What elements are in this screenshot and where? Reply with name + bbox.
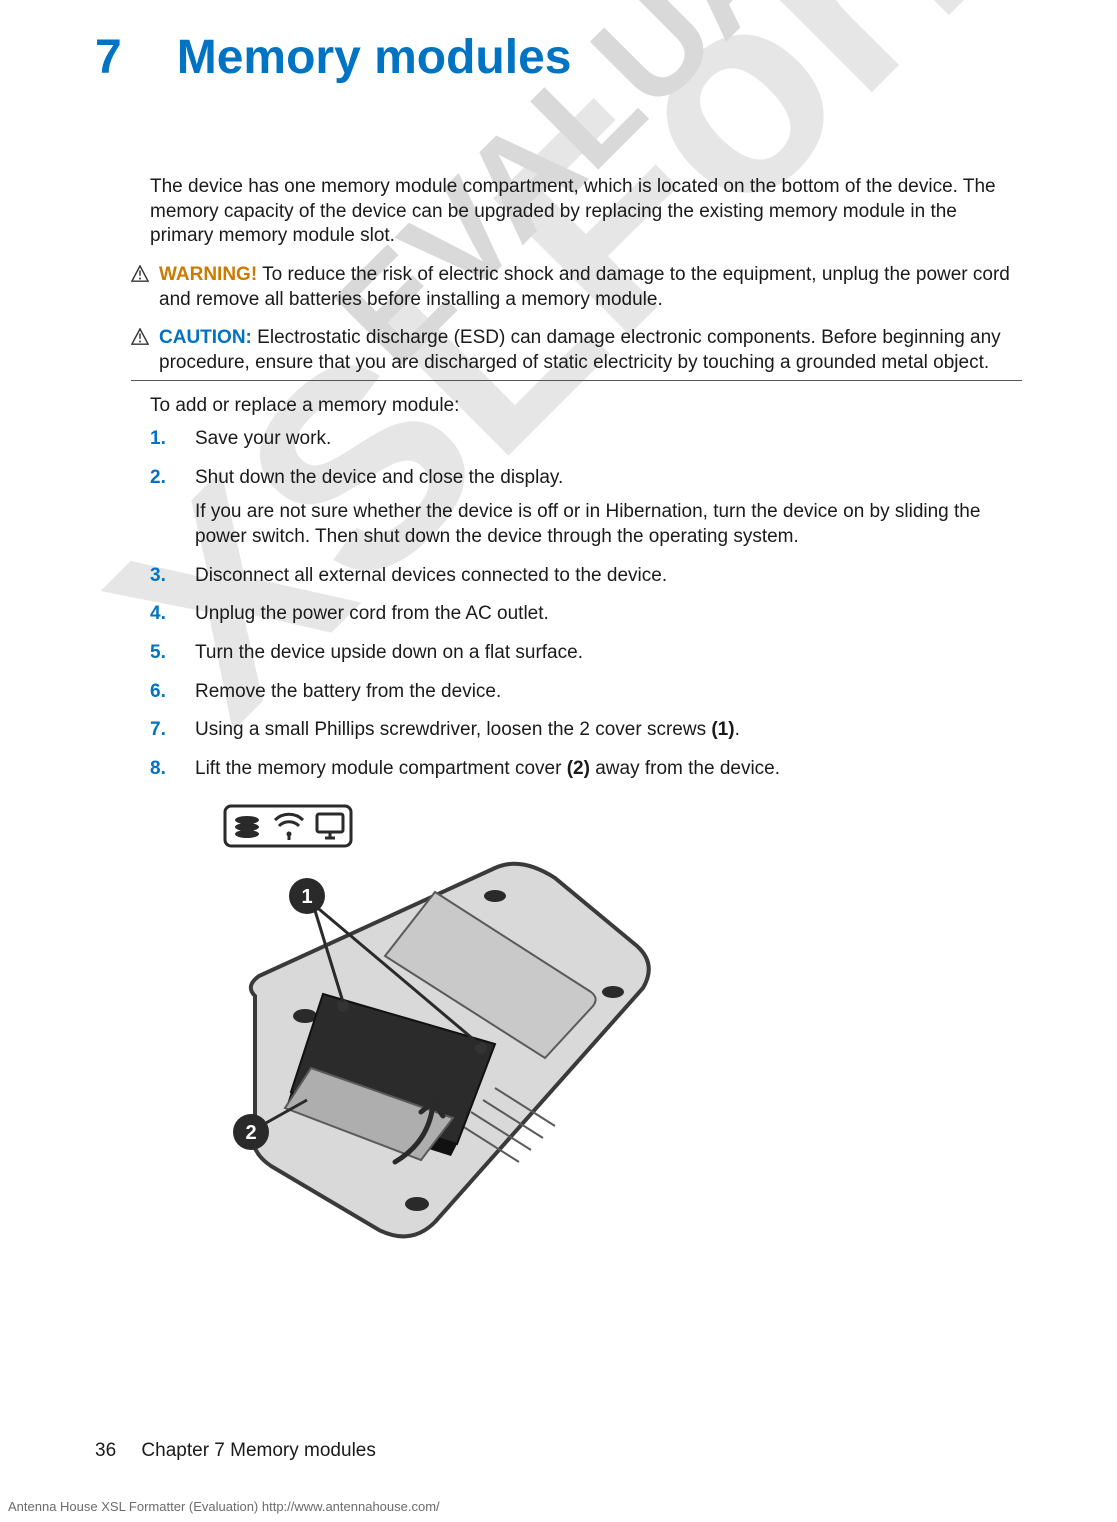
hdd-icon	[235, 816, 259, 838]
chapter-heading: 7 Memory modules	[95, 30, 1022, 85]
page-footer: 36 Chapter 7 Memory modules	[95, 1440, 376, 1462]
steps-list: Save your work. Shut down the device and …	[150, 427, 1022, 782]
chapter-number: 7	[95, 30, 122, 85]
warning-alert: WARNING! To reduce the risk of electric …	[131, 263, 1022, 312]
caution-alert: CAUTION: Electrostatic discharge (ESD) c…	[131, 326, 1022, 380]
footer-chapter: Chapter 7 Memory modules	[141, 1440, 375, 1461]
warning-icon	[131, 265, 149, 283]
intro-paragraph: The device has one memory module compart…	[150, 175, 1022, 249]
step-item: Unplug the power cord from the AC outlet…	[150, 602, 1022, 627]
procedure-intro: To add or replace a memory module:	[150, 395, 1022, 417]
chapter-title: Memory modules	[177, 30, 572, 85]
caution-body: Electrostatic discharge (ESD) can damage…	[159, 327, 1001, 373]
step-subtext: If you are not sure whether the device i…	[195, 500, 1022, 549]
step-item: Disconnect all external devices connecte…	[150, 564, 1022, 589]
caution-icon	[131, 328, 149, 346]
caution-label: CAUTION:	[159, 327, 252, 348]
step-item: Lift the memory module compartment cover…	[150, 757, 1022, 782]
step-item: Turn the device upside down on a flat su…	[150, 641, 1022, 666]
warning-body: To reduce the risk of electric shock and…	[159, 264, 1010, 310]
callout-2-label: 2	[245, 1122, 256, 1144]
step-item: Remove the battery from the device.	[150, 680, 1022, 705]
warning-label: WARNING!	[159, 264, 257, 285]
step-item: Shut down the device and close the displ…	[150, 466, 1022, 550]
step-item: Save your work.	[150, 427, 1022, 452]
diagram-laptop-bottom: 1 2	[195, 796, 675, 1276]
callout-1-label: 1	[301, 886, 312, 908]
formatter-note: Antenna House XSL Formatter (Evaluation)…	[8, 1499, 440, 1514]
step-item: Using a small Phillips screwdriver, loos…	[150, 718, 1022, 743]
page-number: 36	[95, 1440, 116, 1461]
